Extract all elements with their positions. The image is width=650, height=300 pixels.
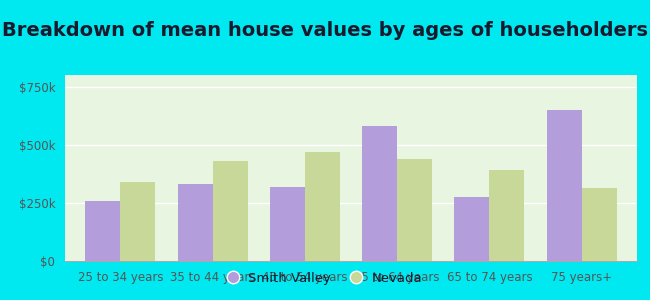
Bar — [177, 184, 213, 261]
Bar — [213, 161, 248, 261]
Legend: Smith Valley, Nevada: Smith Valley, Nevada — [222, 266, 428, 290]
Bar — [120, 182, 155, 261]
Bar — [489, 170, 525, 261]
Bar — [397, 159, 432, 261]
Bar — [362, 126, 397, 261]
Bar — [582, 188, 617, 261]
Bar — [305, 152, 340, 261]
Bar — [270, 187, 305, 261]
Text: Breakdown of mean house values by ages of householders: Breakdown of mean house values by ages o… — [2, 21, 648, 40]
Bar — [85, 200, 120, 261]
Bar — [547, 110, 582, 261]
Bar — [454, 197, 489, 261]
